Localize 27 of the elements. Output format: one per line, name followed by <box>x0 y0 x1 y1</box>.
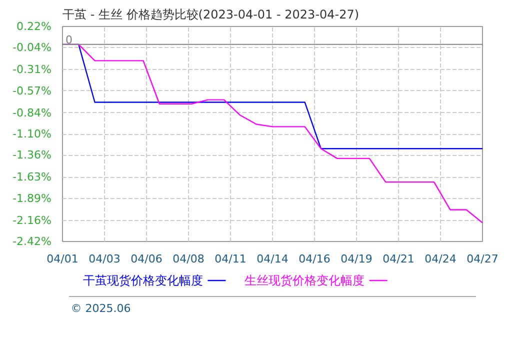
x-tick-label: 04/11 <box>214 252 246 266</box>
chart-title: 干茧 - 生丝 价格趋势比较(2023-04-01 - 2023-04-27) <box>62 8 360 22</box>
y-tick-label: -0.04% <box>12 41 52 54</box>
y-tick-label: -0.84% <box>12 106 52 120</box>
ref-line-label: 0 <box>66 33 72 46</box>
y-tick-label: -1.63% <box>12 170 52 184</box>
x-tick-label: 04/01 <box>46 252 78 266</box>
x-tick-label: 04/06 <box>130 252 162 266</box>
y-tick-label: -0.57% <box>12 84 52 98</box>
x-tick-label: 04/14 <box>256 252 288 266</box>
x-tick-label: 04/08 <box>172 252 204 266</box>
legend-label: 干茧现货价格变化幅度 <box>83 274 204 288</box>
y-tick-label: -1.89% <box>12 192 52 205</box>
y-tick-label: -0.31% <box>12 63 52 76</box>
x-tick-label: 04/24 <box>424 252 456 266</box>
x-tick-label: 04/21 <box>382 252 414 266</box>
y-tick-label: -2.42% <box>12 235 52 248</box>
legend-label: 生丝现货价格变化幅度 <box>244 274 365 288</box>
x-tick-label: 04/19 <box>340 252 372 266</box>
y-tick-label: -1.10% <box>12 128 52 140</box>
text: © 2025.06 <box>70 302 131 315</box>
y-tick-label: 0.22% <box>16 20 52 33</box>
x-tick-label: 04/03 <box>88 252 120 266</box>
y-tick-label: -2.16% <box>12 214 52 227</box>
y-tick-label: -1.36% <box>12 148 52 162</box>
x-tick-label: 04/16 <box>298 252 330 266</box>
x-tick-label: 04/27 <box>466 252 498 266</box>
